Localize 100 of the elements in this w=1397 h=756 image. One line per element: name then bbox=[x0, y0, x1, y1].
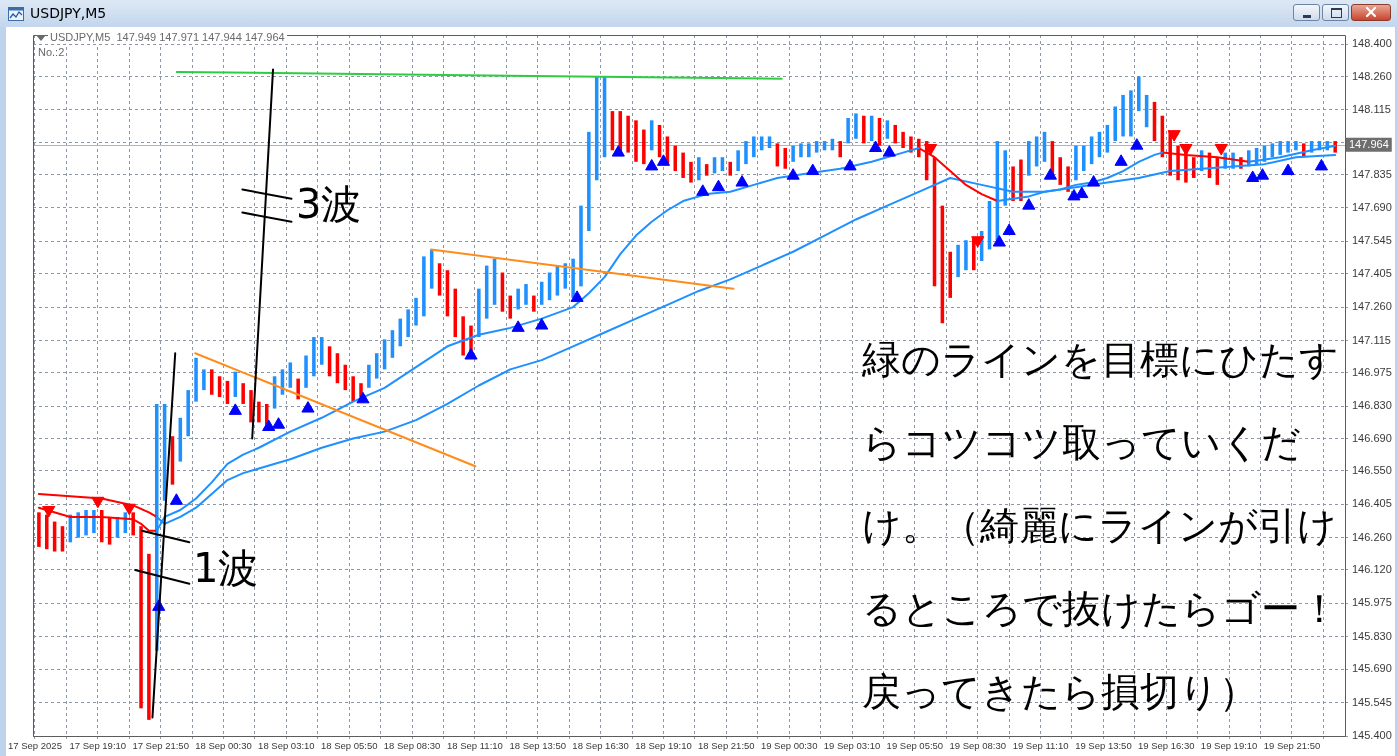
bar bbox=[414, 297, 418, 326]
y-tick-label: 146.830 bbox=[1352, 399, 1392, 412]
point bbox=[1043, 168, 1057, 180]
y-tick-label: 145.400 bbox=[1352, 729, 1392, 742]
annotation: 1波 bbox=[193, 545, 259, 591]
y-tick-label: 146.405 bbox=[1352, 497, 1392, 510]
point bbox=[1067, 188, 1081, 201]
point bbox=[992, 235, 1006, 247]
y-tick-label: 146.120 bbox=[1352, 563, 1392, 575]
y-tick-label: 146.260 bbox=[1352, 530, 1392, 543]
bar bbox=[241, 383, 245, 404]
bar bbox=[901, 131, 905, 148]
bar bbox=[964, 240, 968, 271]
bar bbox=[147, 553, 151, 720]
bar bbox=[838, 141, 843, 158]
bar bbox=[807, 143, 811, 158]
bar bbox=[744, 141, 748, 165]
bar bbox=[304, 355, 308, 388]
bar bbox=[1082, 145, 1086, 172]
bar bbox=[1058, 157, 1062, 185]
bar bbox=[1192, 157, 1196, 178]
chart-title: USDJPY,M5 bbox=[30, 5, 107, 22]
bar bbox=[312, 337, 316, 377]
point bbox=[535, 318, 549, 330]
point bbox=[1022, 198, 1036, 210]
point bbox=[1314, 158, 1328, 171]
bar bbox=[854, 113, 858, 139]
y-tick-label: 148.260 bbox=[1352, 69, 1392, 82]
y-tick-label: 147.690 bbox=[1352, 200, 1392, 213]
bar bbox=[1129, 90, 1133, 137]
bar bbox=[532, 295, 536, 312]
point bbox=[786, 168, 800, 180]
y-tick-label: 147.260 bbox=[1352, 300, 1392, 313]
point bbox=[882, 145, 896, 157]
point bbox=[464, 348, 478, 360]
bar bbox=[367, 364, 371, 388]
x-tick-label: 19 Sep 16:30 bbox=[1138, 740, 1195, 752]
x-tick-label: 18 Sep 00:30 bbox=[195, 740, 252, 752]
chart-subtitle: USDJPY,M5 147.949 147.971 147.944 147.964 bbox=[48, 31, 287, 44]
bar bbox=[76, 512, 80, 538]
y-tick-label: 145.975 bbox=[1352, 596, 1392, 609]
x-tick-label: 18 Sep 11:10 bbox=[447, 740, 503, 752]
point bbox=[228, 403, 242, 415]
point bbox=[806, 163, 820, 176]
bar bbox=[642, 129, 646, 165]
bar bbox=[587, 131, 591, 231]
bar bbox=[1137, 76, 1141, 112]
point bbox=[1087, 175, 1101, 187]
bar bbox=[1121, 94, 1125, 137]
point bbox=[570, 290, 584, 302]
x-tick-label: 19 Sep 03:10 bbox=[823, 740, 881, 752]
bar bbox=[862, 115, 866, 144]
x-tick-label: 18 Sep 16:30 bbox=[572, 740, 629, 752]
y-tick-label: 147.545 bbox=[1352, 234, 1392, 247]
point bbox=[169, 493, 183, 505]
bar bbox=[92, 510, 96, 534]
bar bbox=[194, 357, 198, 402]
bar bbox=[477, 288, 481, 338]
x-tick-label: 19 Sep 13:50 bbox=[1075, 740, 1132, 752]
bar bbox=[37, 512, 41, 547]
bar bbox=[846, 118, 850, 144]
y-tick-label: 146.550 bbox=[1352, 463, 1392, 476]
bar bbox=[948, 251, 952, 298]
bar bbox=[673, 145, 678, 172]
x-tick-label: 19 Sep 00:30 bbox=[760, 740, 818, 752]
bar bbox=[728, 161, 733, 176]
bar bbox=[736, 150, 740, 172]
y-tick-label: 148.400 bbox=[1352, 37, 1392, 50]
point bbox=[1114, 154, 1128, 166]
bar bbox=[249, 390, 253, 423]
x-tick-label: 17 Sep 19:10 bbox=[69, 740, 127, 752]
point bbox=[1255, 168, 1270, 180]
point bbox=[656, 154, 671, 166]
bar bbox=[689, 161, 693, 183]
y-tick-label: 146.690 bbox=[1352, 431, 1392, 444]
x-tick-label: 19 Sep 21:50 bbox=[1263, 740, 1321, 752]
annotation: 3波 bbox=[296, 181, 362, 227]
bar bbox=[524, 284, 528, 305]
bar bbox=[783, 147, 788, 169]
y-tick-label: 147.115 bbox=[1352, 333, 1391, 346]
annotation: 緑のラインを目標にひたすらコツコツ取っていくだけ。（綺麗にラインが引けるところで抜けたらゴー！戻ってきたら損切り） bbox=[862, 336, 1340, 716]
point bbox=[1075, 186, 1089, 199]
bar bbox=[791, 145, 795, 162]
bar bbox=[893, 124, 897, 144]
x-tick-label: 17 Sep 21:50 bbox=[132, 740, 189, 752]
bar bbox=[1113, 106, 1117, 142]
annotation: No.:2 bbox=[36, 46, 67, 59]
x-tick-label: 19 Sep 11:10 bbox=[1012, 740, 1069, 752]
point bbox=[1002, 223, 1016, 235]
x-tick-label: 18 Sep 03:10 bbox=[258, 740, 315, 752]
x-tick-label: 18 Sep 21:50 bbox=[698, 740, 755, 752]
bar bbox=[1294, 141, 1298, 151]
point bbox=[735, 175, 749, 187]
bar bbox=[799, 143, 803, 158]
x-tick-label: 19 Sep 19:10 bbox=[1200, 740, 1258, 752]
x-tick-label: 19 Sep 08:30 bbox=[949, 740, 1006, 752]
bar bbox=[579, 205, 583, 287]
point bbox=[262, 419, 276, 432]
y-tick-label: 146.975 bbox=[1352, 365, 1392, 378]
y-tick-label: 147.835 bbox=[1352, 167, 1392, 180]
